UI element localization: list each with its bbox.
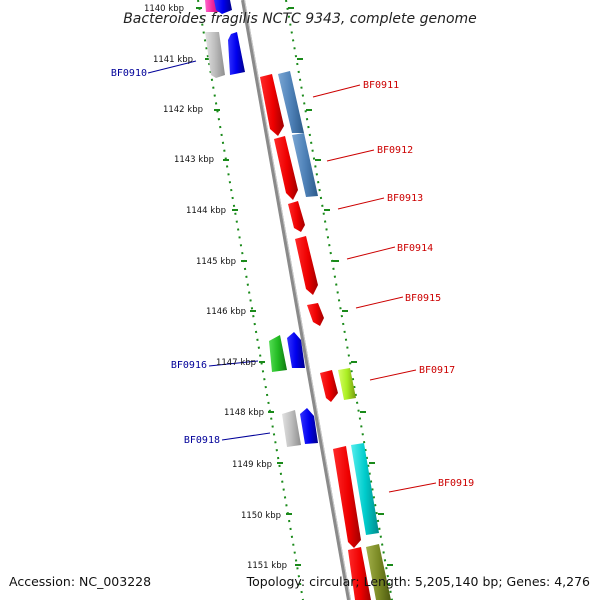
gene-arrow[interactable]: [260, 74, 284, 136]
gene-label-bf0916[interactable]: BF0916: [171, 360, 207, 371]
gene-arrow[interactable]: [214, 0, 232, 14]
gene-arrow[interactable]: [348, 547, 371, 600]
tick-track-left: [197, 0, 304, 600]
gene-arrow[interactable]: [287, 332, 305, 368]
forward-strand-genes[interactable]: [260, 71, 391, 600]
tick-track-right: [285, 0, 393, 600]
gene-arrow[interactable]: [288, 201, 305, 232]
accession-text: Accession: NC_003228: [9, 574, 151, 589]
gene-arrow[interactable]: [274, 136, 298, 200]
gene-arrow[interactable]: [307, 303, 324, 326]
gene-arrow[interactable]: [292, 133, 318, 197]
gene-arrow[interactable]: [338, 368, 356, 400]
gene-arrow[interactable]: [278, 71, 304, 133]
tick-marks: [196, 7, 393, 566]
tick-label: 1148 kbp: [224, 408, 264, 418]
gene-label-bf0911[interactable]: BF0911: [363, 80, 399, 91]
reverse-strand-genes[interactable]: [205, 0, 318, 447]
tick-label: 1140 kbp: [144, 4, 184, 14]
gene-label-bf0915[interactable]: BF0915: [405, 293, 441, 304]
gene-label-bf0913[interactable]: BF0913: [387, 193, 423, 204]
gene-arrow[interactable]: [295, 236, 318, 295]
tick-label: 1147 kbp: [216, 358, 256, 368]
gene-label-bf0918[interactable]: BF0918: [184, 435, 220, 446]
tick-label: 1145 kbp: [196, 257, 236, 267]
gene-label-bf0919[interactable]: BF0919: [438, 478, 474, 489]
map-title: Bacteroides fragilis NCTC 9343, complete…: [123, 11, 477, 27]
gene-label-bf0912[interactable]: BF0912: [377, 145, 413, 156]
tick-labels: 1140 kbp 1141 kbp 1142 kbp 1143 kbp 1144…: [144, 4, 287, 571]
gene-arrow[interactable]: [269, 335, 287, 372]
tick-label: 1142 kbp: [163, 105, 203, 115]
tick-label: 1141 kbp: [153, 55, 193, 65]
gene-arrow[interactable]: [320, 370, 338, 402]
tick-label: 1146 kbp: [206, 307, 246, 317]
gene-arrow[interactable]: [228, 32, 245, 75]
gene-arrow[interactable]: [205, 32, 225, 78]
gene-arrow[interactable]: [351, 443, 379, 535]
genome-backbone: [241, 0, 351, 600]
gene-arrow[interactable]: [366, 544, 391, 600]
tick-label: 1150 kbp: [241, 511, 281, 521]
gene-label-bf0917[interactable]: BF0917: [419, 365, 455, 376]
gene-arrow[interactable]: [282, 410, 301, 447]
tick-label: 1143 kbp: [174, 155, 214, 165]
gene-label-bf0910[interactable]: BF0910: [111, 68, 147, 79]
tick-label: 1144 kbp: [186, 206, 226, 216]
genome-summary-text: Topology: circular; Length: 5,205,140 bp…: [246, 574, 590, 589]
label-leaders: [147, 60, 437, 493]
gene-label-bf0914[interactable]: BF0914: [397, 243, 433, 254]
tick-label: 1151 kbp: [247, 561, 287, 571]
tick-label: 1149 kbp: [232, 460, 272, 470]
gene-labels[interactable]: BF0910 BF0911 BF0912 BF0913 BF0914 BF091…: [111, 68, 474, 489]
gene-arrow[interactable]: [300, 408, 318, 444]
gene-arrow[interactable]: [333, 446, 361, 548]
